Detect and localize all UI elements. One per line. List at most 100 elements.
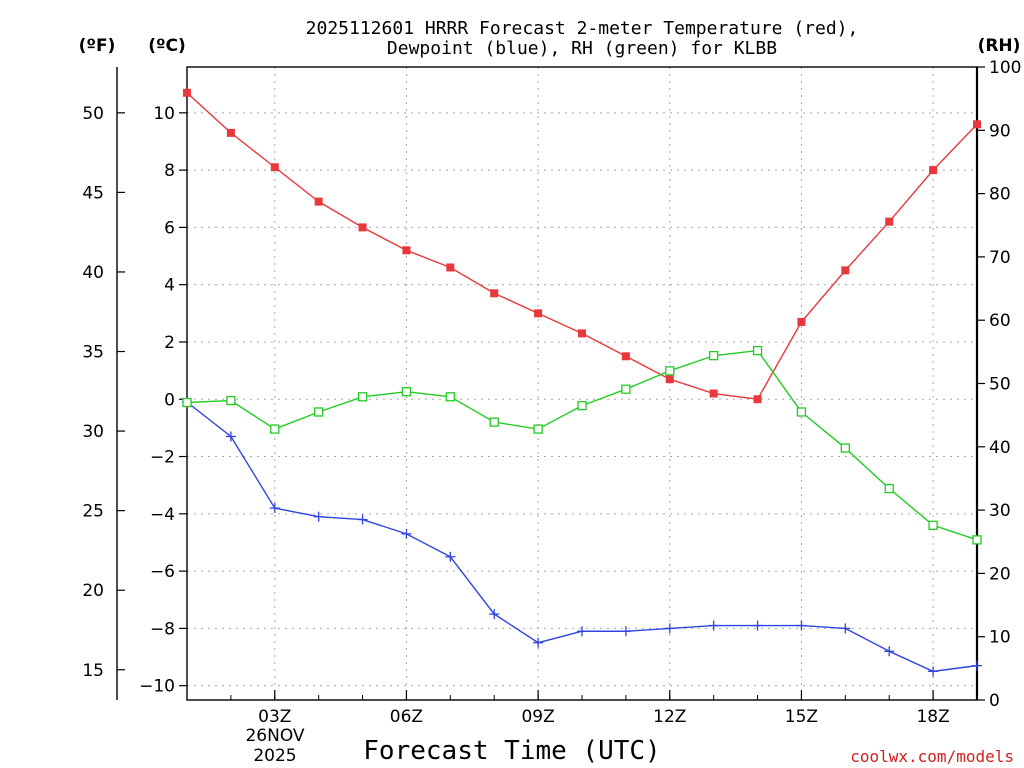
relative-humidity-point (840, 443, 850, 453)
rh-tick-label: 80 (989, 185, 1011, 205)
relative-humidity-point (665, 366, 675, 376)
credit-link[interactable]: coolwx.com/models (850, 747, 1014, 766)
2-meter-temperature-point (578, 329, 586, 338)
chart-title-line-1: 2025112601 HRRR Forecast 2-meter Tempera… (306, 18, 859, 39)
x-tick-label: 12Z (653, 707, 686, 727)
2-meter-temperature-point (270, 163, 279, 172)
fahrenheit-tick-label: 45 (82, 183, 104, 203)
dewpoint-point (313, 511, 324, 522)
tick-labels: −10 −8 −6 −4 −2 0 2 4 6 8 10 15 20 25 30 35 40 45 50 0 10 20 3… (82, 58, 1021, 727)
relative-humidity-point (752, 345, 763, 356)
celsius-unit-label: (ºC) (148, 36, 186, 56)
fahrenheit-tick-label: 30 (82, 422, 104, 442)
celsius-tick-label: −10 (139, 677, 175, 697)
relative-humidity-point (972, 535, 982, 545)
dewpoint-point (445, 551, 456, 562)
relative-humidity-point (489, 417, 499, 427)
plot-frame (186, 66, 978, 701)
fahrenheit-tick-label: 40 (82, 263, 104, 283)
2-meter-temperature-point (621, 352, 630, 361)
fahrenheit-tick-label: 15 (82, 661, 104, 681)
rh-tick-label: 50 (989, 375, 1011, 395)
dewpoint-point (884, 646, 895, 657)
relative-humidity-point (314, 407, 324, 417)
celsius-tick-label: −2 (150, 448, 175, 468)
rh-unit-label: (RH) (978, 36, 1021, 56)
relative-humidity-point (577, 401, 587, 411)
relative-humidity-point (796, 407, 807, 417)
fahrenheit-unit-label: (ºF) (79, 36, 116, 56)
chart-title-line-2: Dewpoint (blue), RH (green) for KLBB (387, 38, 777, 59)
fahrenheit-tick-label: 35 (82, 343, 104, 363)
x-tick-label: 03Z (258, 707, 291, 727)
relative-humidity-point (928, 520, 938, 530)
rh-tick-label: 40 (989, 438, 1011, 458)
dewpoint-point (840, 623, 851, 634)
celsius-tick-label: −4 (150, 505, 175, 525)
2-meter-temperature-point (929, 166, 938, 175)
2-meter-temperature-point (885, 217, 894, 226)
2-meter-temperature-point (709, 389, 718, 398)
relative-humidity-point (182, 397, 192, 408)
rh-tick-label: 30 (989, 501, 1011, 521)
fahrenheit-tick-label: 25 (82, 502, 104, 522)
dewpoint-point (533, 637, 544, 648)
dewpoint-point (708, 620, 719, 631)
x-tick-label: 18Z (916, 707, 949, 727)
dewpoint-point (357, 514, 368, 525)
rh-tick-label: 20 (989, 564, 1011, 584)
x-tick-label: 06Z (390, 707, 423, 727)
rh-tick-label: 90 (989, 121, 1011, 141)
dewpoint-point (225, 431, 236, 442)
celsius-tick-label: 6 (164, 218, 175, 238)
2-meter-temperature-point (797, 317, 806, 326)
dewpoint-point (489, 609, 500, 620)
celsius-tick-label: 10 (153, 104, 175, 124)
2-meter-temperature-point (402, 246, 411, 255)
dewpoint-point (752, 620, 763, 631)
fahrenheit-tick-label: 50 (82, 104, 104, 124)
relative-humidity-point (226, 395, 236, 406)
dewpoint-point (401, 528, 412, 539)
2-meter-temperature-point (973, 120, 981, 129)
x-axis-title: Forecast Time (UTC) (363, 736, 660, 766)
2-meter-temperature-point (665, 375, 674, 384)
celsius-tick-label: −6 (150, 562, 175, 582)
relative-humidity-line (186, 349, 978, 541)
2-meter-temperature-point (358, 223, 367, 232)
2-meter-temperature-point (183, 88, 191, 97)
x-tick-label: 15Z (785, 707, 818, 727)
dewpoint-point (577, 626, 587, 637)
celsius-tick-label: 4 (164, 276, 175, 296)
dewpoint-point (928, 666, 939, 677)
rh-tick-label: 60 (989, 311, 1011, 331)
relative-humidity-point (533, 424, 543, 434)
rh-tick-label: 100 (989, 58, 1021, 78)
relative-humidity-point (709, 350, 719, 361)
relative-humidity-point (621, 384, 631, 394)
2-meter-temperature-point (226, 128, 235, 137)
axes (116, 66, 985, 701)
dewpoint-point (664, 623, 675, 634)
relative-humidity-point (445, 392, 455, 402)
x-tick-label: 09Z (521, 707, 554, 727)
relative-humidity-point (884, 483, 894, 494)
dewpoint-point (620, 626, 631, 637)
2-meter-temperature-point (753, 395, 762, 404)
dewpoint-point (269, 503, 280, 514)
2-meter-temperature-point (490, 289, 499, 298)
rh-tick-label: 0 (989, 691, 1000, 711)
data-series (182, 88, 982, 677)
fahrenheit-tick-label: 20 (82, 581, 104, 601)
dewpoint-point (972, 660, 982, 671)
grid-lines (187, 67, 977, 700)
rh-tick-label: 70 (989, 248, 1011, 268)
date-label-year: 2025 (253, 746, 296, 766)
2-meter-temperature-point (841, 266, 850, 275)
date-label-day: 26NOV (245, 726, 304, 746)
relative-humidity-point (270, 424, 280, 434)
dewpoint-point (796, 620, 807, 631)
celsius-tick-label: −8 (150, 619, 175, 639)
2-meter-temperature-point (446, 263, 455, 272)
